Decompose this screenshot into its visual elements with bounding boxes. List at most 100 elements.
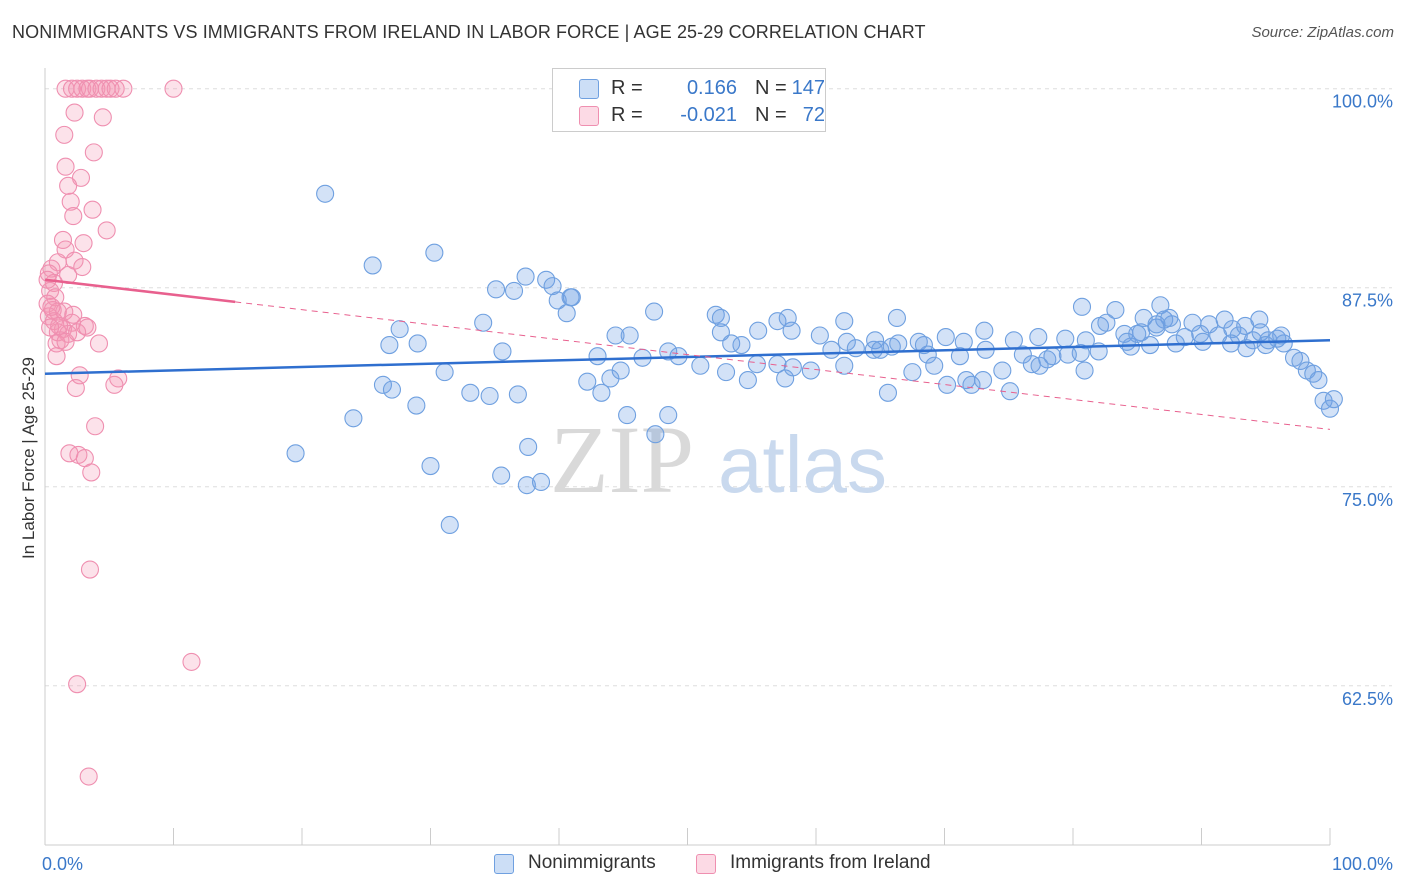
immigrant-point	[114, 79, 133, 98]
nonimmigrant-point	[835, 312, 854, 331]
nonimmigrant-point	[592, 383, 611, 402]
nonimmigrant-point	[531, 472, 551, 492]
immigrant-point	[74, 234, 93, 253]
legend-r-value: 0.166	[686, 77, 737, 99]
nonimmigrant-point	[954, 332, 973, 351]
y-tick-label: 100.0%	[1332, 92, 1393, 112]
nonimmigrant-point	[1022, 355, 1041, 374]
immigrant-point	[73, 257, 92, 277]
legend-n-value: 147	[791, 77, 825, 99]
nonimmigrant-point	[480, 386, 499, 406]
legend-swatch-pink	[579, 106, 599, 126]
immigrant-point	[61, 192, 80, 211]
nonimmigrant-point	[435, 363, 454, 382]
nonimmigrant-point	[380, 335, 399, 355]
immigrant-point	[65, 103, 84, 122]
x-tick-label: 100.0%	[1332, 854, 1393, 874]
nonimmigrant-point	[975, 321, 994, 340]
nonimmigrant-point	[950, 347, 969, 366]
axes	[44, 68, 1331, 846]
nonimmigrant-point	[973, 371, 993, 390]
nonimmigrant-point	[747, 355, 766, 374]
nonimmigrant-point	[588, 347, 607, 366]
nonimmigrant-point	[492, 466, 511, 485]
immigrants-trend-line-dashed	[235, 301, 1331, 430]
nonimmigrant-point	[1097, 313, 1116, 332]
nonimmigrant-point	[1076, 331, 1095, 350]
trend-lines	[44, 278, 1331, 430]
immigrant-point	[79, 767, 98, 786]
nonimmigrant-point	[962, 375, 981, 394]
nonimmigrant-point	[1193, 332, 1212, 351]
legend-swatch-blue	[579, 79, 599, 99]
immigrant-point	[86, 417, 105, 436]
bottom-legend-label: Nonimmigrants	[528, 852, 656, 873]
immigrant-point	[164, 79, 183, 98]
nonimmigrant-point	[1043, 347, 1062, 366]
nonimmigrant-point	[578, 372, 597, 391]
chart-title: NONIMMIGRANTS VS IMMIGRANTS FROM IRELAND…	[12, 22, 926, 42]
nonimmigrant-point	[408, 334, 427, 353]
nonimmigrants-trend-line	[44, 339, 1331, 375]
nonimmigrant-point	[1215, 310, 1234, 329]
nonimmigrant-point	[493, 342, 512, 361]
nonimmigrant-point	[866, 331, 885, 350]
nonimmigrant-point	[914, 335, 933, 355]
nonimmigrant-point	[486, 280, 506, 299]
nonimmigrant-point	[461, 383, 480, 402]
immigrant-point	[83, 200, 102, 219]
nonimmigrant-point	[1272, 326, 1291, 345]
legend-n-label: N =	[755, 104, 787, 126]
nonimmigrant-point	[519, 437, 538, 456]
nonimmigrant-point	[691, 356, 710, 375]
nonimmigrant-point	[382, 380, 402, 399]
nonimmigrant-point	[846, 339, 865, 358]
nonimmigrant-point	[1029, 328, 1048, 347]
nonimmigrant-point	[738, 371, 757, 390]
nonimmigrant-point	[1237, 339, 1256, 358]
immigrant-point	[84, 143, 103, 162]
nonimmigrant-point	[421, 457, 440, 476]
gridlines	[45, 88, 1392, 687]
nonimmigrant-point	[659, 406, 678, 425]
immigrant-point	[64, 207, 83, 226]
immigrant-point	[101, 79, 120, 98]
nonimmigrant-point	[363, 256, 382, 275]
nonimmigrant-point	[516, 267, 535, 286]
nonimmigrant-point	[801, 361, 820, 380]
immigrant-point	[68, 675, 87, 694]
nonimmigrant-point	[440, 515, 459, 535]
tick-labels: 100.0% 87.5% 75.0% 62.5% 0.0% 100.0%	[42, 92, 1393, 874]
nonimmigrant-point	[557, 304, 576, 323]
nonimmigrant-point	[778, 308, 797, 328]
immigrants-trend-line	[44, 278, 236, 304]
nonimmigrant-point	[508, 385, 527, 404]
nonimmigrant-point	[903, 363, 922, 382]
nonimmigrant-point	[390, 320, 409, 339]
nonimmigrant-point	[659, 342, 678, 361]
immigrant-point	[59, 176, 78, 195]
bottom-legend-swatch-pink	[696, 854, 716, 874]
nonimmigrant-point	[601, 369, 620, 388]
nonimmigrant-point	[618, 406, 637, 425]
nonimmigrant-point	[344, 409, 363, 428]
immigrant-point	[89, 334, 109, 353]
nonimmigrant-point	[822, 340, 841, 359]
nonimmigrant-point	[749, 321, 768, 340]
nonimmigrant-point	[711, 308, 730, 328]
nonimmigrant-point	[1128, 324, 1147, 343]
nonimmigrant-point	[936, 328, 955, 347]
immigrant-point	[56, 157, 75, 176]
source-label: Source: ZipAtlas.com	[1251, 24, 1394, 41]
legend-r-value: -0.021	[680, 104, 737, 126]
legend-n-value: 72	[802, 104, 825, 126]
immigrant-point	[73, 79, 92, 98]
nonimmigrant-point	[716, 363, 736, 382]
nonimmigrant-point	[1056, 329, 1075, 348]
immigrant-point	[47, 347, 66, 366]
immigrant-point	[50, 316, 69, 335]
watermark-atlas: atlas	[718, 420, 887, 509]
bottom-legend-label: Immigrants from Ireland	[730, 852, 931, 873]
nonimmigrant-point	[1309, 371, 1328, 390]
